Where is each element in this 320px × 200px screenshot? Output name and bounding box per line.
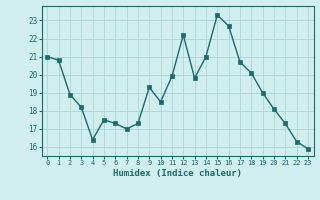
X-axis label: Humidex (Indice chaleur): Humidex (Indice chaleur) [113,169,242,178]
